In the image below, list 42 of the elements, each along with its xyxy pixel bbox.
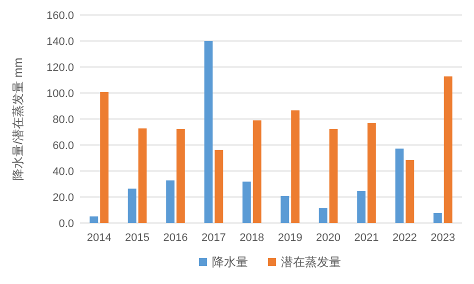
bar (176, 129, 185, 223)
bar (166, 180, 174, 223)
x-tick-label: 2020 (316, 232, 341, 244)
bar (291, 110, 300, 223)
bar (395, 148, 404, 223)
y-tick-label: 80.0 (52, 114, 74, 126)
y-tick-label: 0.0 (58, 218, 74, 230)
bar (329, 129, 338, 223)
bar (280, 196, 290, 223)
bar (204, 41, 213, 223)
bar (406, 160, 414, 223)
bar (138, 128, 147, 223)
bar (433, 212, 442, 223)
bar (90, 216, 98, 223)
x-tick-label: 2023 (430, 232, 456, 244)
legend-label: 潜在蒸发量 (281, 255, 341, 269)
bar (128, 188, 136, 223)
x-tick-label: 2016 (163, 232, 188, 244)
legend-label: 降水量 (212, 255, 248, 269)
y-tick-label: 140.0 (46, 36, 74, 48)
y-tick-label: 160.0 (46, 10, 74, 22)
y-tick-label: 40.0 (52, 166, 74, 178)
bar (252, 120, 262, 223)
x-tick-label: 2014 (86, 232, 112, 244)
x-tick-label: 2018 (240, 232, 264, 244)
x-tick-label: 2019 (278, 232, 302, 244)
x-tick-label: 2022 (392, 232, 417, 244)
bar (100, 92, 109, 223)
x-tick-label: 2017 (201, 232, 226, 244)
bar (444, 76, 452, 223)
x-tick-label: 2021 (354, 232, 379, 244)
bar (214, 150, 224, 223)
y-axis-title: 降水量/潜在蒸发量 mm (11, 58, 25, 180)
y-tick-label: 20.0 (52, 192, 74, 204)
x-tick-label: 2015 (125, 232, 150, 244)
bar (357, 191, 366, 223)
bar (242, 182, 251, 223)
y-tick-label: 120.0 (46, 62, 74, 74)
bar (318, 208, 328, 223)
y-tick-label: 100.0 (46, 88, 74, 100)
bar (368, 123, 376, 223)
y-tick-label: 60.0 (52, 140, 74, 152)
